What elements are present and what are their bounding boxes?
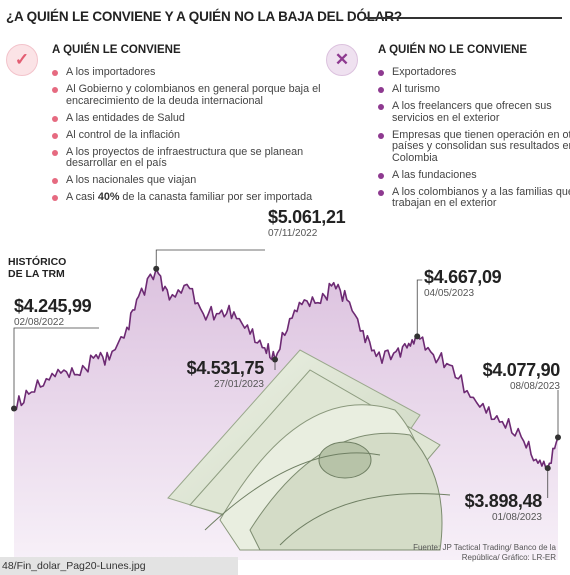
annotation-value: $4.531,75 bbox=[186, 358, 265, 378]
list-item-suffix: de la canasta familiar por ser importada bbox=[119, 191, 313, 203]
list-item: Al turismo bbox=[378, 83, 570, 96]
source-note: Fuente: JP Tactical Trading/ Banco de la… bbox=[413, 543, 556, 562]
x-circle-icon: ✕ bbox=[326, 44, 358, 76]
data-point-2023-08-08 bbox=[555, 434, 561, 441]
list-item: A las fundaciones bbox=[378, 169, 570, 182]
leader-line-2023-05-04 bbox=[416, 279, 423, 337]
filename-bar: 48/Fin_dolar_Pag20-Lunes.jpg bbox=[0, 557, 238, 575]
annotation-date: 07/11/2022 bbox=[268, 228, 318, 239]
annotation-value: $4.667,09 bbox=[424, 267, 502, 287]
annotation-value: $5.061,21 bbox=[268, 207, 346, 227]
leader-line-2022-08-02 bbox=[13, 327, 99, 409]
list-item: A los nacionales que viajan bbox=[52, 174, 322, 187]
annotation-2023-08-01: $3.898,48 01/08/2023 bbox=[452, 491, 543, 523]
list-item: A los proyectos de infraestructura que s… bbox=[52, 146, 322, 170]
data-point-2023-01-27 bbox=[272, 356, 279, 363]
data-point-2023-05-04 bbox=[414, 333, 421, 340]
list-item-prefix: A casi bbox=[66, 191, 98, 203]
list-item: A los colombianos y a las familias que t… bbox=[378, 186, 570, 210]
list-item: Exportadores bbox=[378, 66, 570, 79]
list-item: A las entidades de Salud bbox=[52, 112, 322, 125]
data-point-2022-08-02 bbox=[11, 405, 17, 412]
annotation-value: $4.077,90 bbox=[482, 360, 561, 380]
annotation-date: 27/01/2023 bbox=[213, 379, 264, 390]
annotation-2023-05-04: $4.667,09 04/05/2023 bbox=[424, 267, 502, 299]
list-item: A los importadores bbox=[52, 66, 322, 79]
right-column-header: A QUIÉN NO LE CONVIENE bbox=[378, 44, 528, 56]
trm-chart bbox=[11, 249, 561, 560]
list-item: A casi 40% de la canasta familiar por se… bbox=[52, 191, 322, 204]
annotation-2022-11-07: $5.061,21 07/11/2022 bbox=[268, 207, 346, 239]
annotation-value: $4.245,99 bbox=[14, 296, 92, 316]
annotation-2022-08-02: $4.245,99 02/08/2022 bbox=[14, 296, 92, 328]
trm-line bbox=[13, 268, 559, 469]
annotation-value: $3.898,48 bbox=[464, 491, 543, 511]
chart-label: HISTÓRICO DE LA TRM bbox=[8, 256, 67, 280]
trm-marks bbox=[11, 249, 561, 498]
list-item-highlight: 40% bbox=[97, 191, 120, 203]
left-column-list: A los importadores Al Gobierno y colombi… bbox=[52, 66, 322, 209]
right-column-list: Exportadores Al turismo A los freelancer… bbox=[378, 66, 570, 215]
data-point-2022-11-07 bbox=[153, 265, 160, 272]
annotation-date: 02/08/2022 bbox=[14, 317, 65, 328]
list-item: Al Gobierno y colombianos en general por… bbox=[52, 83, 322, 107]
left-column-header: A QUIÉN LE CONVIENE bbox=[52, 44, 181, 56]
annotation-2023-01-27: $4.531,75 27/01/2023 bbox=[180, 358, 265, 390]
list-item: A los freelancers que ofrecen sus servic… bbox=[378, 100, 570, 124]
title-divider bbox=[364, 17, 562, 19]
annotation-date: 04/05/2023 bbox=[424, 288, 475, 299]
page-title: ¿A QUIÉN LE CONVIENE Y A QUIÉN NO LA BAJ… bbox=[6, 9, 402, 24]
annotation-date: 01/08/2023 bbox=[491, 512, 542, 523]
annotation-date: 08/08/2023 bbox=[509, 381, 560, 392]
list-item: Al control de la inflación bbox=[52, 129, 322, 142]
leader-line-2022-11-07 bbox=[155, 249, 265, 269]
annotation-2023-08-08: $4.077,90 08/08/2023 bbox=[470, 360, 561, 392]
data-point-2023-08-01 bbox=[544, 465, 551, 472]
money-illustration bbox=[167, 349, 451, 551]
check-circle-icon: ✓ bbox=[6, 44, 38, 76]
list-item: Empresas que tienen operación en otros p… bbox=[378, 129, 570, 165]
